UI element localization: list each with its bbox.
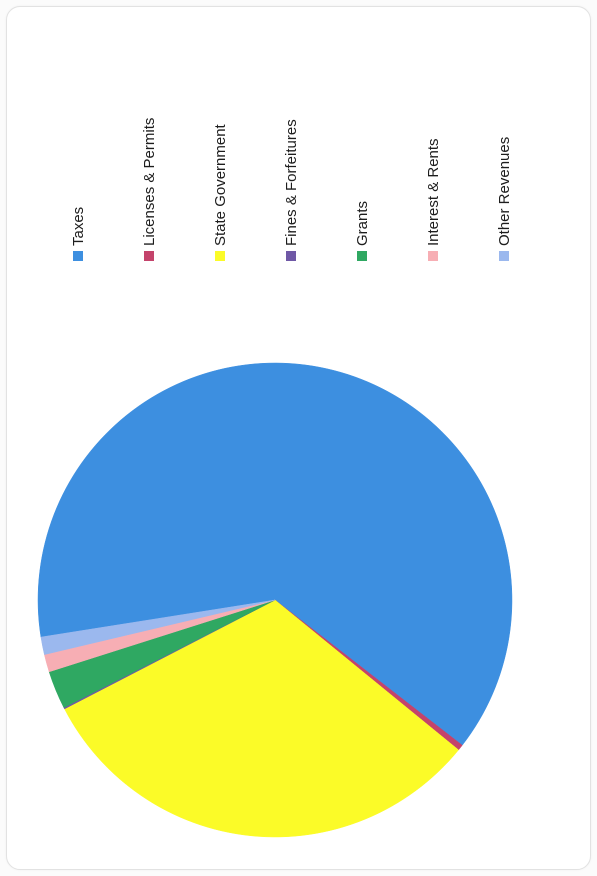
legend-label-fines-and-forfeitures: Fines & Forfeitures: [283, 119, 300, 246]
legend-label-other-revenues: Other Revenues: [496, 137, 513, 246]
legend: Taxes Licenses & Permits State Government F…: [70, 118, 513, 261]
legend-marker-other-revenues: [499, 251, 509, 261]
legend-marker-interest-and-rents: [428, 251, 438, 261]
legend-marker-fines-and-forfeitures: [286, 251, 296, 261]
legend-label-interest-and-rents: Interest & Rents: [425, 138, 442, 246]
pie-slice-taxes: [37, 362, 513, 746]
pie-slice-state-government: [64, 599, 459, 838]
pie-slices: [37, 362, 513, 838]
legend-marker-state-government: [215, 251, 225, 261]
legend-marker-grants: [357, 251, 367, 261]
legend-label-licenses-and-permits: Licenses & Permits: [141, 118, 158, 246]
legend-label-grants: Grants: [354, 201, 371, 246]
legend-marker-taxes: [73, 251, 83, 261]
pie-slice-other-revenues: [40, 599, 276, 655]
legend-label-taxes: Taxes: [70, 207, 87, 246]
legend-marker-licenses-and-permits: [144, 251, 154, 261]
legend-label-state-government: State Government: [212, 123, 229, 246]
